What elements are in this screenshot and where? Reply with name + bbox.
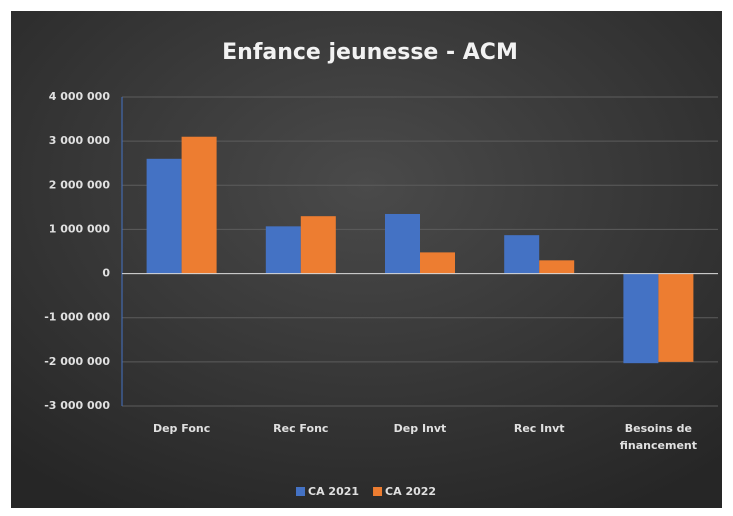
bar — [623, 273, 659, 364]
y-tick-label: -2 000 000 — [44, 355, 110, 368]
x-tick-label: Rec Fonc — [273, 422, 329, 435]
x-tick-label: Dep Invt — [393, 422, 447, 435]
bar — [181, 136, 217, 274]
y-tick-label: 0 — [102, 267, 110, 280]
y-tick-label: 2 000 000 — [49, 178, 111, 191]
chart-background — [11, 11, 722, 508]
bar — [300, 216, 336, 274]
bar — [420, 252, 455, 274]
y-tick-label: 4 000 000 — [49, 90, 111, 103]
legend-swatch — [296, 487, 305, 496]
y-tick-label: -1 000 000 — [44, 311, 110, 324]
bar — [504, 235, 540, 274]
x-tick-label-box: Besoins de financement — [619, 422, 697, 452]
x-tick-label-box: Rec Fonc — [273, 422, 329, 435]
x-tick-label-box: Dep Fonc — [152, 422, 211, 435]
legend-swatch — [373, 487, 383, 496]
x-tick-label: Rec Invt — [513, 422, 565, 435]
bar — [385, 213, 420, 274]
legend-label: CA 2022 — [385, 485, 436, 498]
x-tick-label: Besoins de financement — [619, 422, 697, 452]
chart-title: Enfance jeunesse - ACM — [222, 40, 518, 65]
x-tick-label-box: Rec Invt — [513, 422, 565, 435]
bar — [265, 226, 301, 274]
y-tick-label: 1 000 000 — [49, 222, 111, 235]
x-tick-label: Dep Fonc — [152, 422, 211, 435]
bar — [146, 158, 182, 274]
bar — [539, 260, 575, 274]
y-tick-label: -3 000 000 — [44, 399, 110, 412]
bar — [658, 273, 694, 362]
y-tick-label: 3 000 000 — [49, 134, 111, 147]
legend-label: CA 2021 — [308, 485, 359, 498]
x-tick-label-box: Dep Invt — [393, 422, 447, 435]
